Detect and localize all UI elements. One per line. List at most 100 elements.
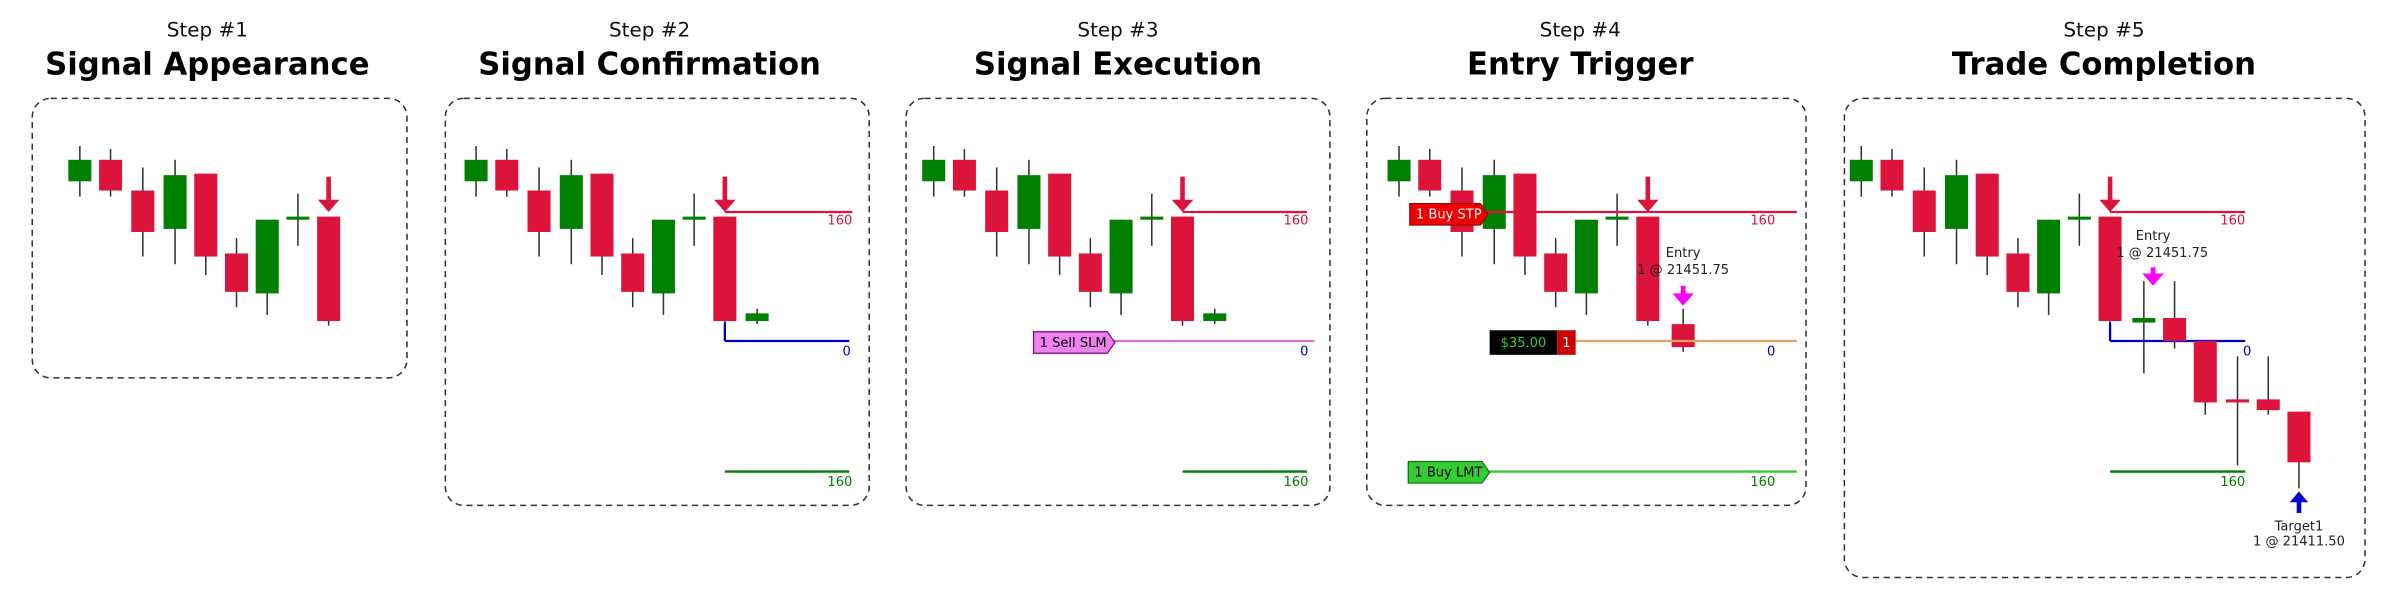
candle-body [2287, 411, 2311, 463]
step-label: Step #1 [167, 17, 248, 41]
arrow-head [2099, 199, 2121, 213]
candle-body [651, 219, 675, 294]
line-label: 0 [1300, 344, 1308, 359]
candle-body [922, 159, 946, 182]
arrow-head [1171, 199, 1194, 213]
step-label: Step #3 [1077, 17, 1158, 41]
candle-body [68, 159, 92, 182]
candle-body [131, 190, 155, 232]
candle-body [1418, 159, 1442, 191]
line-label: 160 [827, 475, 852, 490]
entry-detail: 1 @ 21451.75 [1637, 263, 1729, 278]
candle-body [2226, 399, 2250, 403]
step-label: Step #2 [609, 17, 690, 41]
candle-body [1140, 216, 1164, 220]
candle-body [2098, 216, 2122, 322]
candle-body [1048, 173, 1072, 257]
candle-body [317, 216, 341, 322]
order-tag-label: 1 Sell SLM [1040, 336, 1107, 351]
panel-frame [1843, 97, 2366, 579]
panel-frame [31, 97, 408, 379]
candle-body [985, 190, 1009, 232]
candle-body [1975, 173, 1999, 257]
arrow-head [1672, 293, 1694, 306]
panel-frame [1366, 97, 1807, 507]
candle-body [682, 216, 706, 220]
candle-body [1387, 159, 1411, 182]
order-tag [1409, 202, 1489, 226]
step-title: Signal Appearance [45, 47, 369, 83]
candle-body [1203, 313, 1227, 322]
candle-body [713, 216, 737, 322]
candle-body [1912, 190, 1936, 232]
entry-label: Entry [1666, 246, 1701, 261]
candle-body [952, 159, 976, 191]
arrow-head [1637, 199, 1659, 213]
candle-body [1170, 216, 1195, 322]
candle-body [1880, 159, 1904, 191]
candle-body [99, 159, 123, 191]
candle-body [1078, 253, 1102, 292]
candle-body [2067, 216, 2091, 220]
line-label: 0 [1767, 344, 1775, 359]
candle-body [495, 159, 519, 191]
position-box [1557, 330, 1576, 355]
arrow-head [714, 199, 736, 213]
target-label: Target1 [2274, 519, 2324, 534]
candle-body [621, 253, 645, 292]
pnl-label: $35.00 [1501, 336, 1547, 351]
line-label: 160 [1750, 214, 1775, 229]
candle-body [2193, 341, 2217, 403]
line-label: 0 [842, 344, 850, 359]
entry-detail: 1 @ 21451.75 [2116, 246, 2208, 261]
panel-frame [905, 97, 1331, 507]
line-label: 160 [2220, 214, 2245, 229]
candle-body [194, 173, 218, 257]
candle-body [2132, 317, 2156, 323]
step-title: Signal Confirmation [478, 47, 821, 83]
candle-body [745, 313, 769, 322]
line-label: 160 [2220, 475, 2245, 490]
panel-frame [444, 97, 870, 507]
line-label: 0 [2243, 344, 2251, 359]
candle-body [224, 253, 249, 292]
candle-body [163, 175, 187, 229]
order-tag [1407, 460, 1491, 484]
line-label: 160 [827, 214, 852, 229]
candle-body [2163, 317, 2187, 342]
step-title: Entry Trigger [1467, 47, 1694, 83]
candle-body [1574, 219, 1598, 294]
line-label: 160 [1284, 475, 1309, 490]
candle-body [1544, 253, 1568, 292]
candle-body [1109, 219, 1133, 294]
candle-body [2256, 399, 2280, 411]
arrow-head [2289, 491, 2309, 503]
order-tag-label: 1 Buy LMT [1414, 466, 1482, 481]
candle-body [1636, 216, 1660, 322]
step-label: Step #5 [2063, 17, 2144, 41]
candle-body [1605, 216, 1629, 220]
target-detail: 1 @ 21411.50 [2253, 535, 2345, 550]
candle-body [1944, 175, 1969, 229]
arrow-head [317, 199, 340, 213]
step-title: Signal Execution [974, 47, 1262, 83]
candle-body [255, 219, 279, 294]
order-tag [1032, 331, 1116, 354]
step-label: Step #4 [1540, 17, 1621, 41]
line-label: 160 [1284, 214, 1309, 229]
candle-body [1513, 173, 1537, 257]
candle-body [590, 173, 614, 257]
candle-body [286, 216, 310, 220]
position-label: 1 [1562, 336, 1570, 351]
candle-body [1671, 324, 1695, 348]
candle-body [2037, 219, 2061, 294]
entry-label: Entry [2136, 229, 2171, 244]
candle-body [1849, 159, 1873, 182]
candle-body [1482, 175, 1506, 229]
candle-body [559, 175, 583, 229]
step-title: Trade Completion [1952, 47, 2256, 83]
candle-body [464, 159, 488, 182]
candle-body [2006, 253, 2030, 292]
arrow-head [2142, 273, 2164, 286]
